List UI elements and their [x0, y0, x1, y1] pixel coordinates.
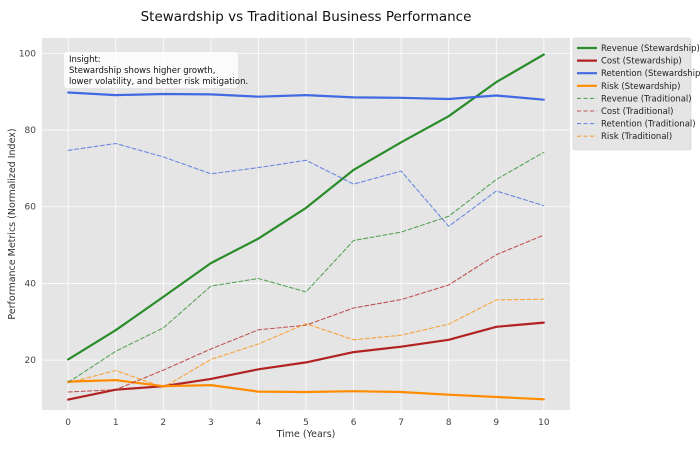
x-tick-label: 0 — [65, 418, 71, 428]
legend-entry-label: Risk (Stewardship) — [601, 82, 680, 92]
legend-box — [572, 37, 692, 151]
series-line-revenue-traditional — [67, 151, 545, 383]
x-tick-label: 8 — [446, 418, 452, 428]
x-tick-label: 5 — [303, 418, 309, 428]
annotation-line-2: Stewardship shows higher growth, — [69, 66, 215, 76]
legend-entry-label: Revenue (Stewardship) — [601, 44, 700, 54]
insight-annotation: Insight: Stewardship shows higher growth… — [64, 52, 248, 88]
series-line-cost-traditional — [67, 234, 545, 393]
series-line-retention-stewardship — [67, 91, 545, 101]
x-tick-label: 10 — [538, 418, 550, 428]
legend: Revenue (Stewardship) Cost (Stewardship) R… — [572, 37, 700, 151]
x-tick-label: 6 — [351, 418, 357, 428]
x-tick-label: 9 — [493, 418, 499, 428]
legend-entry-label: Cost (Stewardship) — [601, 57, 682, 67]
series-line-cost-stewardship — [67, 321, 545, 401]
legend-entry-label: Cost (Traditional) — [601, 107, 674, 117]
x-tick-label: 7 — [398, 418, 404, 428]
annotation-box — [64, 52, 238, 88]
series-line-risk-traditional — [67, 298, 545, 388]
x-tick-label: 1 — [113, 418, 119, 428]
series-line-revenue-stewardship — [67, 53, 545, 361]
x-tick-label: 3 — [208, 418, 214, 428]
series-lines — [67, 53, 545, 401]
series-line-retention-traditional — [67, 142, 545, 227]
x-tick-label: 2 — [160, 418, 166, 428]
legend-entry-label: Retention (Stewardship) — [601, 69, 700, 79]
x-axis-label: Time (Years) — [276, 429, 336, 440]
annotation-line-3: lower volatility, and better risk mitiga… — [69, 77, 248, 87]
legend-entry-label: Retention (Traditional) — [601, 120, 696, 130]
axis-ticks: 0 1 2 3 4 5 6 7 8 9 10 20 40 60 80 100 — [19, 49, 550, 428]
legend-entry-label: Risk (Traditional) — [601, 132, 672, 142]
y-tick-label: 20 — [25, 356, 37, 366]
series-line-risk-stewardship — [67, 379, 545, 401]
y-tick-label: 60 — [25, 203, 37, 213]
y-tick-label: 100 — [19, 49, 36, 59]
y-tick-label: 40 — [25, 279, 37, 289]
chart-title: Stewardship vs Traditional Business Perf… — [141, 9, 472, 25]
annotation-line-1: Insight: — [69, 55, 101, 65]
legend-entry-label: Revenue (Traditional) — [601, 94, 692, 104]
x-tick-label: 4 — [256, 418, 262, 428]
y-axis-label: Performance Metrics (Normalized Index) — [7, 128, 18, 319]
y-tick-label: 80 — [25, 126, 37, 136]
